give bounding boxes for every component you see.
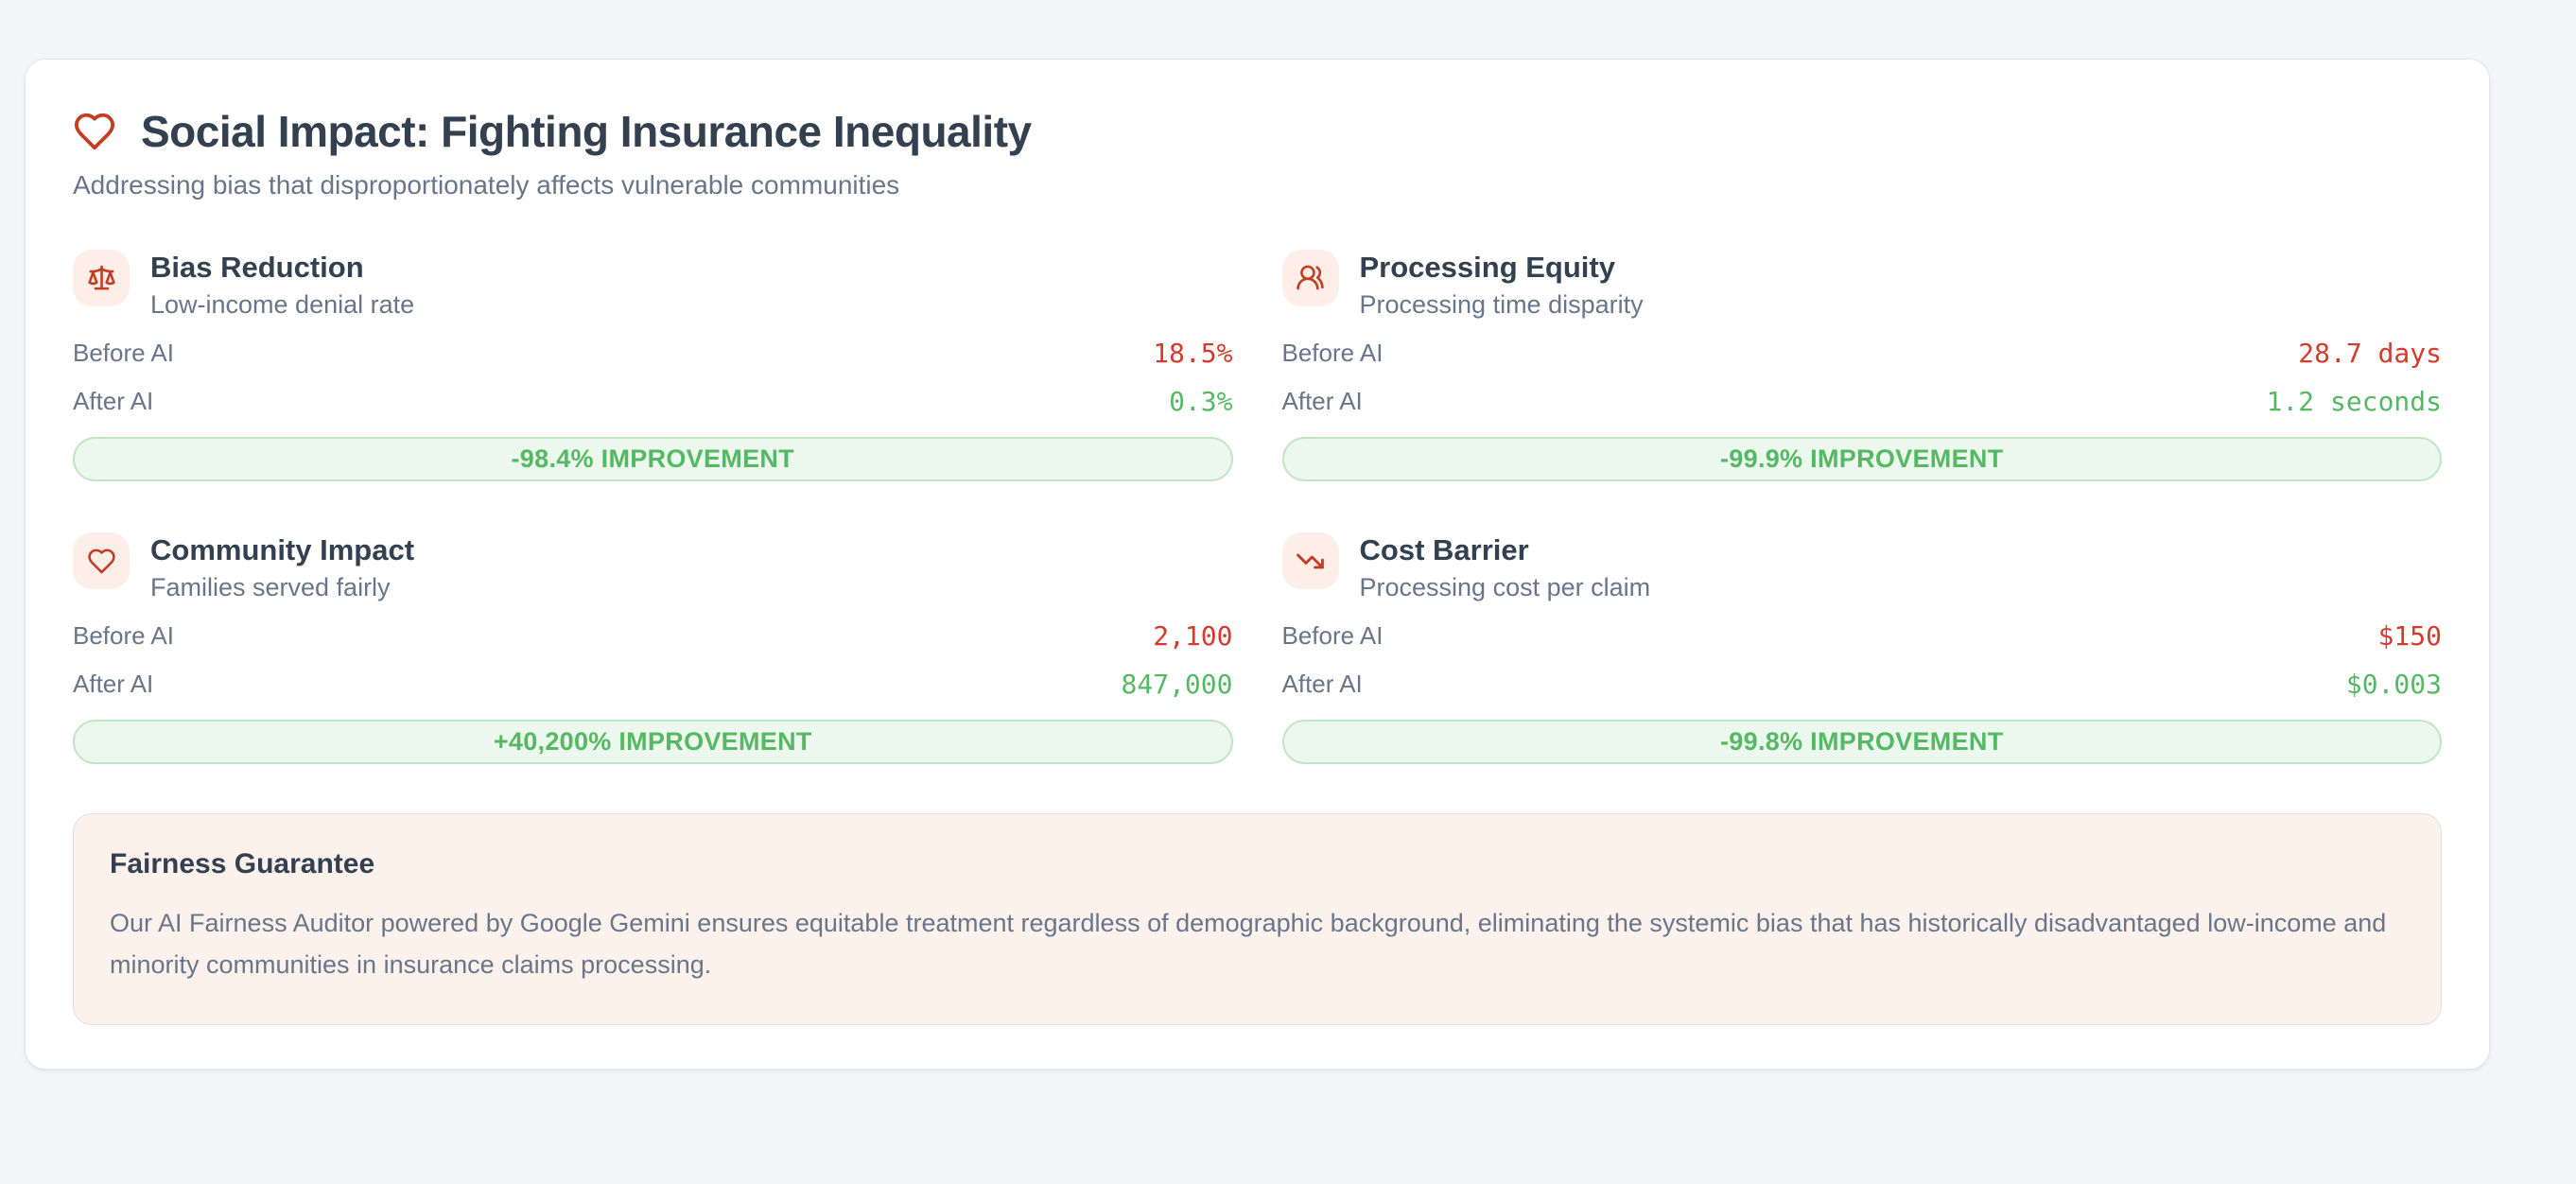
fairness-body: Our AI Fairness Auditor powered by Googl… bbox=[110, 909, 2387, 979]
metrics-grid: Bias Reduction Low-income denial rate Be… bbox=[73, 249, 2443, 765]
after-ai-label: After AI bbox=[73, 387, 154, 416]
before-ai-row: Before AI $150 bbox=[1282, 612, 2443, 660]
before-ai-value: 2,100 bbox=[1153, 620, 1233, 653]
users-icon bbox=[1281, 249, 1339, 306]
metric-rows: Before AI 2,100 After AI 847,000 bbox=[73, 612, 1233, 708]
after-ai-row: After AI 847,000 bbox=[73, 660, 1233, 708]
metric-subtitle: Processing time disparity bbox=[1359, 290, 1644, 320]
metric-header: Community Impact Families served fairly bbox=[73, 532, 1233, 602]
metric-header: Cost Barrier Processing cost per claim bbox=[1281, 532, 2443, 602]
metric-rows: Before AI 18.5% After AI 0.3% bbox=[73, 329, 1233, 426]
page-title: Social Impact: Fighting Insurance Inequa… bbox=[141, 107, 1032, 156]
before-ai-label: Before AI bbox=[1281, 621, 1384, 651]
after-ai-label: After AI bbox=[1281, 387, 1363, 416]
metric-title: Processing Equity bbox=[1359, 250, 1615, 284]
after-ai-label: After AI bbox=[73, 670, 154, 699]
after-ai-label: After AI bbox=[1281, 670, 1363, 699]
before-ai-label: Before AI bbox=[73, 621, 174, 651]
improvement-badge: -99.9% IMPROVEMENT bbox=[1281, 437, 2442, 482]
metric-subtitle: Families served fairly bbox=[150, 573, 391, 602]
before-ai-label: Before AI bbox=[73, 339, 174, 368]
after-ai-value: $0.003 bbox=[2345, 669, 2442, 701]
after-ai-row: After AI 1.2 seconds bbox=[1282, 377, 2443, 426]
before-ai-row: Before AI 2,100 bbox=[73, 612, 1233, 660]
metric-rows: Before AI $150 After AI $0.003 bbox=[1282, 612, 2443, 708]
page-header: Social Impact: Fighting Insurance Inequa… bbox=[73, 107, 2442, 157]
metric-card-community-impact: Community Impact Families served fairly … bbox=[73, 532, 1233, 765]
before-ai-label: Before AI bbox=[1281, 339, 1384, 368]
page-subtitle: Addressing bias that disproportionately … bbox=[73, 169, 900, 200]
after-ai-value: 847,000 bbox=[1121, 669, 1233, 701]
improvement-badge: -98.4% IMPROVEMENT bbox=[73, 437, 1233, 482]
after-ai-value: 1.2 seconds bbox=[2266, 386, 2442, 418]
before-ai-row: Before AI 18.5% bbox=[73, 329, 1233, 377]
improvement-badge: -99.8% IMPROVEMENT bbox=[1281, 720, 2442, 765]
before-ai-value: 18.5% bbox=[1153, 338, 1233, 370]
before-ai-row: Before AI 28.7 days bbox=[1282, 329, 2443, 377]
social-impact-card: Social Impact: Fighting Insurance Inequa… bbox=[25, 59, 2490, 1070]
metric-rows: Before AI 28.7 days After AI 1.2 seconds bbox=[1282, 329, 2443, 426]
heart-icon bbox=[73, 532, 130, 590]
metric-card-processing-equity: Processing Equity Processing time dispar… bbox=[1281, 249, 2443, 482]
fairness-guarantee-note: Fairness Guarantee Our AI Fairness Audit… bbox=[73, 813, 2442, 1025]
fairness-title: Fairness Guarantee bbox=[110, 848, 375, 880]
before-ai-value: 28.7 days bbox=[2298, 338, 2442, 370]
metric-card-cost-barrier: Cost Barrier Processing cost per claim B… bbox=[1281, 532, 2443, 765]
metric-title: Bias Reduction bbox=[150, 250, 364, 284]
after-ai-row: After AI 0.3% bbox=[73, 377, 1233, 426]
metric-card-bias-reduction: Bias Reduction Low-income denial rate Be… bbox=[73, 249, 1233, 482]
metric-title: Cost Barrier bbox=[1359, 533, 1529, 567]
metric-title: Community Impact bbox=[150, 533, 415, 567]
scales-icon bbox=[73, 249, 130, 306]
after-ai-row: After AI $0.003 bbox=[1282, 660, 2443, 708]
metric-header: Processing Equity Processing time dispar… bbox=[1281, 249, 2443, 320]
trending-down-icon bbox=[1281, 532, 1339, 590]
metric-subtitle: Low-income denial rate bbox=[150, 290, 415, 320]
improvement-badge: +40,200% IMPROVEMENT bbox=[73, 720, 1233, 765]
heart-icon bbox=[74, 113, 115, 150]
metric-header: Bias Reduction Low-income denial rate bbox=[73, 249, 1233, 320]
metric-subtitle: Processing cost per claim bbox=[1359, 573, 1651, 602]
before-ai-value: $150 bbox=[2377, 620, 2442, 653]
after-ai-value: 0.3% bbox=[1169, 386, 1233, 418]
